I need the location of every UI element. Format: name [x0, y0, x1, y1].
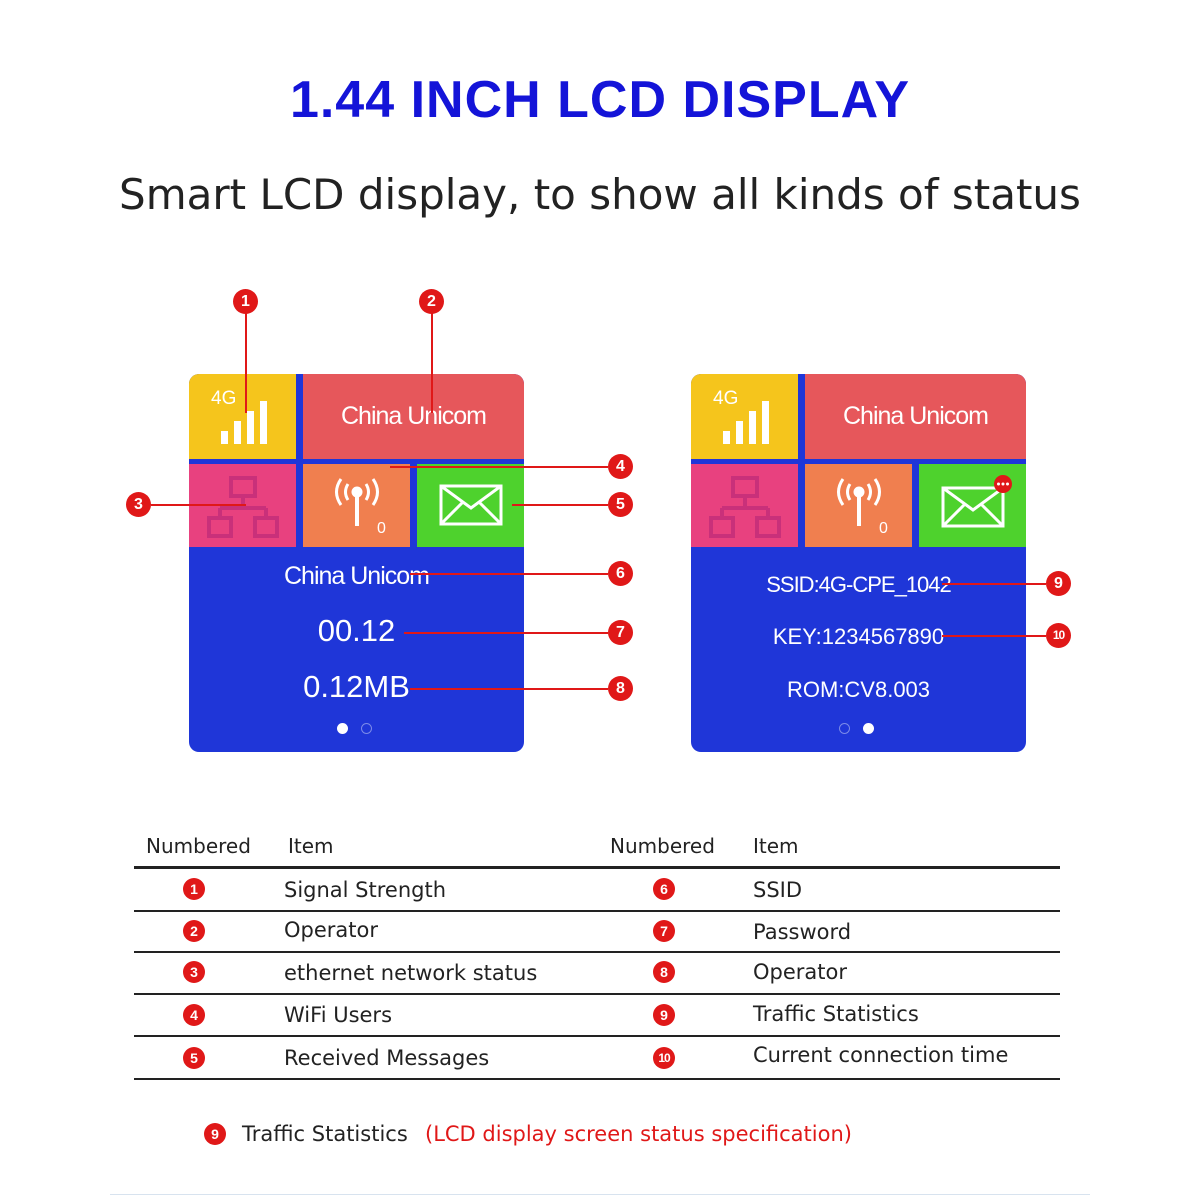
ethernet-tile [691, 464, 798, 547]
wifi-antenna-icon [335, 478, 379, 526]
marker-6: 6 [608, 561, 633, 586]
envelope-icon [941, 486, 1005, 528]
marker-9: 9 [1046, 571, 1071, 596]
signal-tile: 4G [189, 374, 296, 459]
leader-line-4 [390, 466, 608, 468]
marker-2: 2 [419, 289, 444, 314]
table-row-item: ethernet network status [284, 961, 538, 985]
table-row-item: Operator [284, 918, 378, 942]
page-indicator [839, 723, 850, 734]
marker-10: 10 [1046, 623, 1071, 648]
table-row-marker: 6 [653, 878, 675, 900]
footnote-note: (LCD display screen status specification… [425, 1122, 852, 1146]
wifi-users-tile: 0 [303, 464, 410, 547]
screen-line-2: KEY:1234567890 [772, 624, 945, 649]
row-divider [134, 951, 1060, 953]
table-row-item: WiFi Users [284, 1003, 393, 1027]
screen-line-3: 0.12MB [303, 669, 410, 704]
new-message-badge-icon [994, 475, 1012, 493]
table-header-item: Item [288, 834, 334, 858]
wifi-users-count: 0 [879, 520, 888, 537]
table-row-item: Current connection time [753, 1043, 1009, 1067]
messages-tile [919, 464, 1026, 547]
table-header-numbered: Numbered [146, 834, 251, 858]
wifi-users-tile: 0 [805, 464, 912, 547]
table-row-item: Received Messages [284, 1046, 490, 1070]
table-bottom-divider [134, 1078, 1060, 1080]
table-row-marker: 10 [653, 1047, 675, 1069]
page-subtitle: Smart LCD display, to show all kinds of … [119, 170, 1081, 219]
row-divider [134, 993, 1060, 995]
page-indicator-active [863, 723, 874, 734]
wifi-antenna-icon [837, 478, 881, 526]
signal-bars-icon [221, 401, 267, 444]
table-row-item: Traffic Statistics [753, 1002, 919, 1026]
screen-line-2: 00.12 [317, 613, 396, 648]
screen-line-1: China Unicom [283, 562, 430, 590]
table-row-item: Signal Strength [284, 878, 447, 902]
marker-3: 3 [126, 492, 151, 517]
table-row-marker: 1 [183, 878, 205, 900]
table-row-marker: 9 [653, 1004, 675, 1026]
table-row-item: SSID [753, 878, 803, 902]
leader-line-3 [151, 504, 246, 506]
messages-tile [417, 464, 524, 547]
operator-name: China Unicom [340, 402, 487, 430]
table-row-marker: 3 [183, 961, 205, 983]
marker-8: 8 [608, 676, 633, 701]
leader-line-1 [245, 313, 247, 413]
marker-7: 7 [608, 620, 633, 645]
table-row-marker: 7 [653, 920, 675, 942]
table-header-numbered: Numbered [610, 834, 715, 858]
page-indicator-active [337, 723, 348, 734]
table-row-marker: 5 [183, 1047, 205, 1069]
leader-line-5 [512, 504, 608, 506]
lcd-screen-left: 4G China Unicom 0 [189, 374, 524, 752]
table-row-marker: 2 [183, 920, 205, 942]
marker-4: 4 [608, 454, 633, 479]
row-divider [134, 1035, 1060, 1037]
table-row-marker: 8 [653, 961, 675, 983]
envelope-icon [439, 484, 503, 526]
leader-line-8 [410, 688, 608, 690]
leader-line-9 [942, 583, 1046, 585]
lcd-screen-right: 4G China Unicom 0 [691, 374, 1026, 752]
operator-name: China Unicom [842, 402, 989, 430]
network-type-label: 4G [713, 388, 739, 409]
bottom-divider [110, 1194, 1090, 1195]
screen-line-1: SSID:4G-CPE_1042 [766, 572, 952, 597]
footnote-marker: 9 [204, 1123, 226, 1145]
ethernet-network-icon [207, 476, 279, 538]
table-header-item: Item [753, 834, 799, 858]
table-row-item: Operator [753, 960, 847, 984]
signal-tile: 4G [691, 374, 798, 459]
leader-line-10 [942, 635, 1046, 637]
page-title: 1.44 INCH LCD DISPLAY [289, 71, 911, 129]
network-type-label: 4G [211, 388, 237, 409]
screen-line-3: ROM:CV8.003 [786, 677, 931, 702]
operator-tile: China Unicom [303, 374, 524, 459]
operator-tile: China Unicom [805, 374, 1026, 459]
marker-1: 1 [233, 289, 258, 314]
table-row-item: Password [753, 920, 852, 944]
leader-line-2 [431, 313, 433, 413]
page-indicator [361, 723, 372, 734]
footnote-label: Traffic Statistics [242, 1122, 408, 1146]
leader-line-6 [410, 573, 608, 575]
ethernet-network-icon [709, 476, 781, 538]
leader-line-7 [404, 632, 608, 634]
table-header-divider [134, 866, 1060, 869]
signal-bars-icon [723, 401, 769, 444]
table-row-marker: 4 [183, 1004, 205, 1026]
wifi-users-count: 0 [377, 520, 386, 537]
row-divider [134, 910, 1060, 912]
marker-5: 5 [608, 492, 633, 517]
